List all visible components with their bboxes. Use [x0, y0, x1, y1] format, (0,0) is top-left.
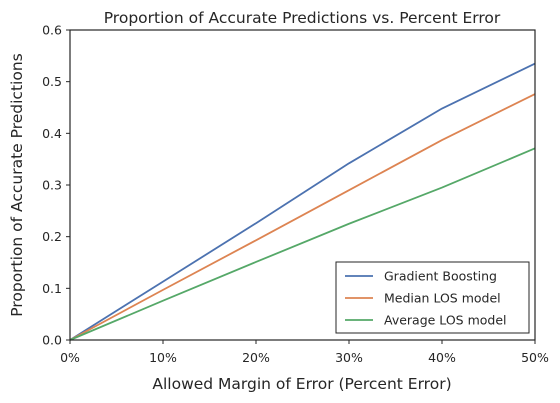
series-line-1: [69, 93, 536, 341]
x-tick-label: 20%: [242, 350, 270, 365]
x-tick-label: 10%: [149, 350, 177, 365]
x-tick-label: 40%: [428, 350, 456, 365]
y-axis-label: Proportion of Accurate Predictions: [8, 53, 26, 316]
legend-label-0: Gradient Boosting: [384, 269, 497, 284]
x-tick-label: 30%: [335, 350, 363, 365]
series-line-0: [69, 62, 536, 341]
y-tick-label: 0.2: [42, 229, 62, 244]
y-tick-label: 0.1: [42, 281, 62, 296]
legend: Gradient Boosting Median LOS model Average…: [335, 261, 530, 334]
y-tick-label: 0.5: [42, 74, 62, 89]
legend-label-2: Average LOS model: [384, 313, 507, 328]
y-tick-label: 0.4: [42, 126, 62, 141]
x-tick-label: 50%: [521, 350, 549, 365]
y-tick-label: 0.6: [42, 23, 62, 38]
plot-lines: [69, 62, 536, 341]
y-axis: 0.0 0.1 0.2 0.3 0.4 0.5 0.6: [42, 23, 70, 348]
y-tick-label: 0.3: [42, 178, 62, 193]
x-axis-label: Allowed Margin of Error (Percent Error): [152, 375, 451, 393]
series-line-2: [69, 147, 536, 341]
legend-label-1: Median LOS model: [384, 291, 501, 306]
y-tick-label: 0.0: [42, 333, 62, 348]
x-axis: 0% 10% 20% 30% 40% 50%: [60, 340, 549, 365]
x-tick-label: 0%: [60, 350, 80, 365]
chart-title: Proportion of Accurate Predictions vs. P…: [104, 9, 501, 27]
